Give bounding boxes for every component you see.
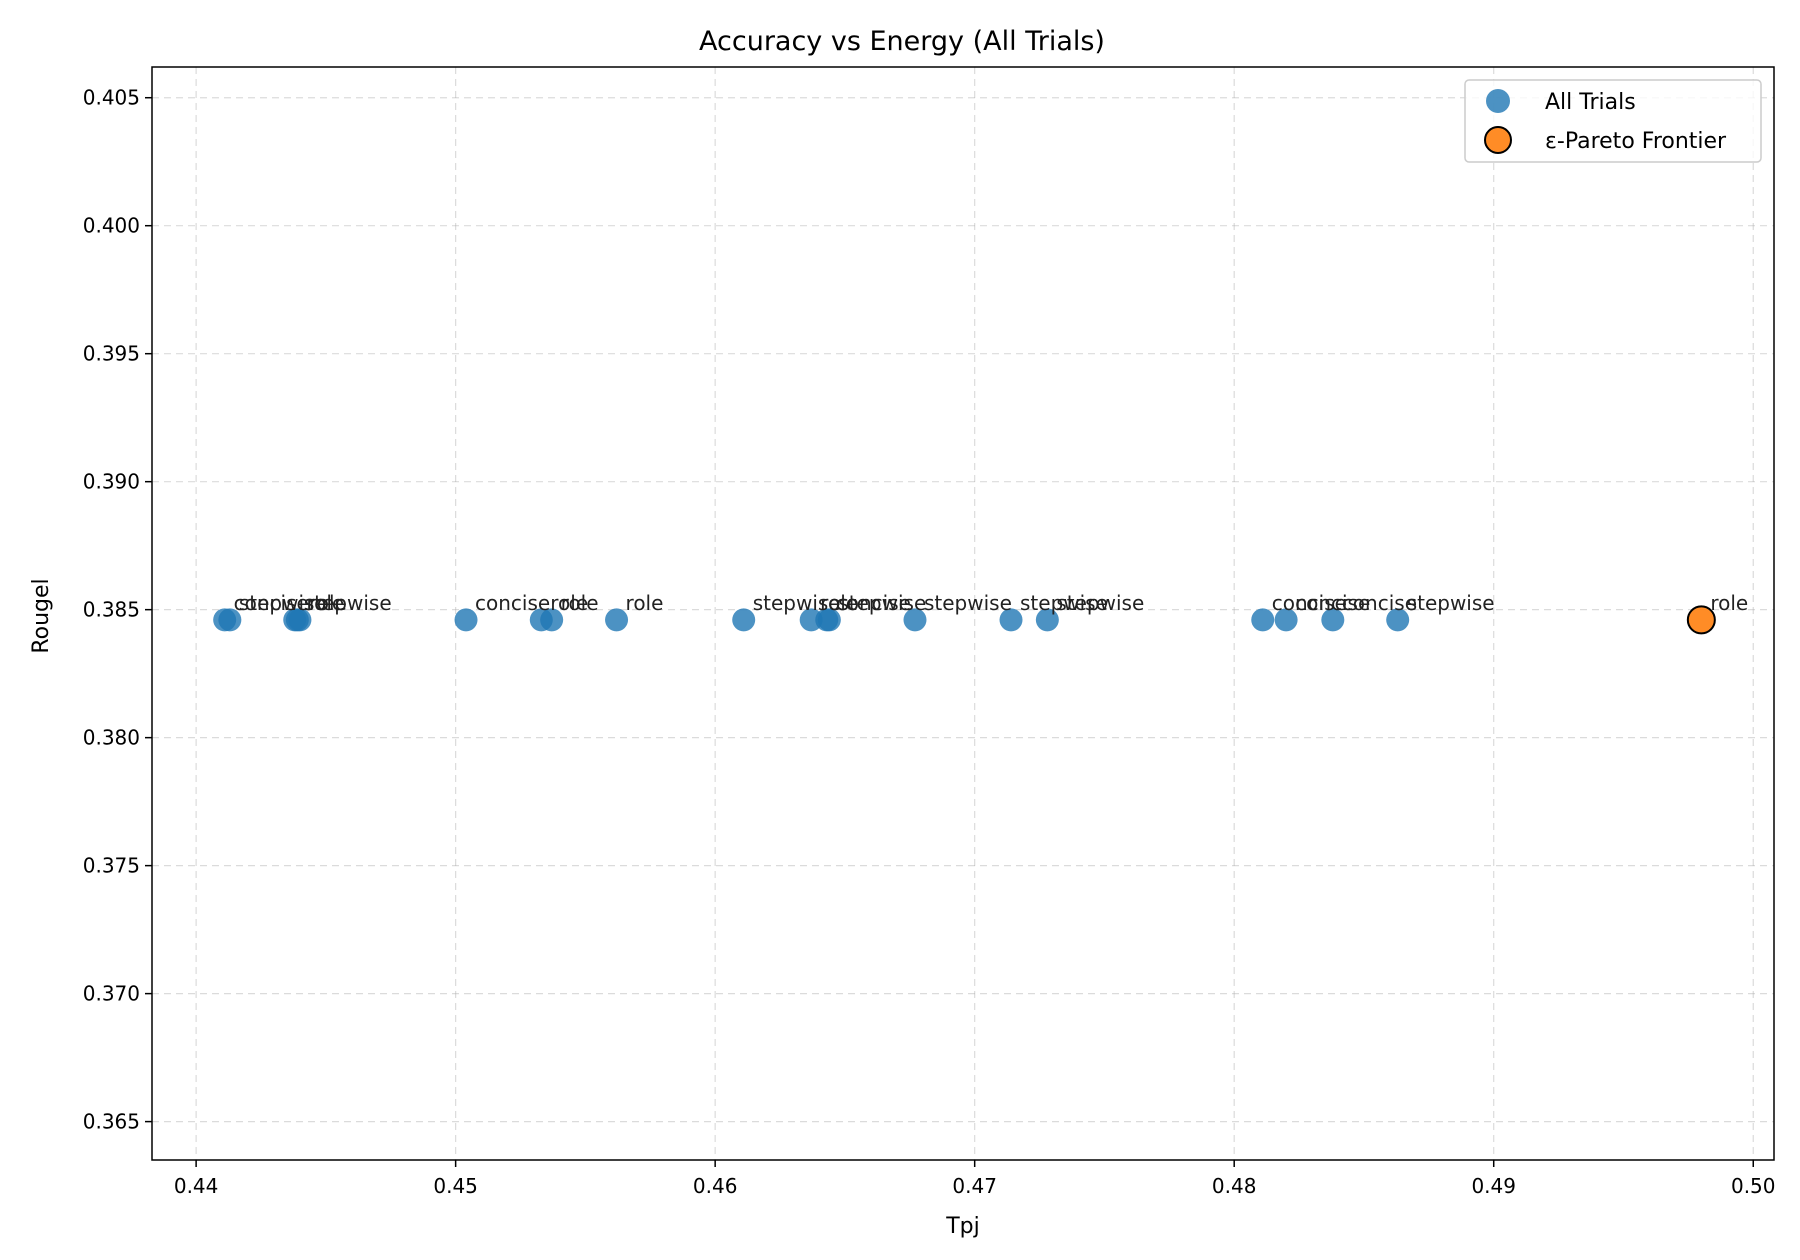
y-tick-label: 0.370 [83, 982, 140, 1006]
trial-point [1035, 608, 1059, 632]
trial-point [1386, 608, 1410, 632]
x-axis-label: Tpj [945, 1214, 980, 1239]
point-label: stepwise [924, 591, 1012, 615]
y-tick-label: 0.400 [83, 214, 140, 238]
x-tick-label: 0.44 [174, 1174, 219, 1198]
grid-lines [152, 67, 1774, 1160]
point-label: role [626, 591, 664, 615]
legend: All Trials ε-Pareto Frontier [1464, 79, 1762, 163]
legend-label-pareto: ε-Pareto Frontier [1545, 129, 1727, 154]
pareto-point [1686, 605, 1716, 635]
y-tick-label: 0.365 [83, 1110, 140, 1134]
point-label: role [550, 591, 588, 615]
trial-point [218, 608, 242, 632]
y-tick-label: 0.375 [83, 854, 140, 878]
trial-point [605, 608, 629, 632]
x-tick-label: 0.45 [433, 1174, 478, 1198]
y-tick-label: 0.380 [83, 726, 140, 750]
point-label: role [561, 591, 599, 615]
trial-point [1321, 608, 1345, 632]
x-tick-label: 0.50 [1731, 1174, 1776, 1198]
trial-point [817, 608, 841, 632]
trial-point [288, 608, 312, 632]
y-tick-label: 0.390 [83, 470, 140, 494]
point-label: concise [1295, 591, 1370, 615]
y-axis-label: Rougel [29, 578, 54, 653]
point-label: role [309, 591, 347, 615]
legend-label-all-trials: All Trials [1545, 90, 1636, 115]
point-label: stepwise [1407, 591, 1495, 615]
point-label: stepwise [753, 591, 841, 615]
point-label: role [1710, 591, 1748, 615]
plot-frame [151, 66, 1775, 1161]
axis-ticks: 0.44 0.45 0.46 0.47 0.48 0.49 0.50 0.365 0.370 0.… [83, 86, 1776, 1198]
x-tick-label: 0.48 [1212, 1174, 1257, 1198]
trial-point [1251, 608, 1275, 632]
data-points [213, 605, 1716, 635]
point-label: concise [836, 591, 911, 615]
point-label: role [306, 591, 344, 615]
y-tick-label: 0.405 [83, 86, 140, 110]
point-label: role [820, 591, 858, 615]
legend-marker-all-trials [1486, 89, 1510, 113]
y-tick-label: 0.395 [83, 342, 140, 366]
trial-point [540, 608, 564, 632]
point-label: stepwise [239, 591, 327, 615]
trial-point [454, 608, 478, 632]
point-label: concise [1272, 591, 1347, 615]
point-label: stepwise [1056, 591, 1144, 615]
legend-box [1464, 79, 1762, 163]
x-tick-label: 0.49 [1471, 1174, 1516, 1198]
trial-point [903, 608, 927, 632]
point-label: concise [1342, 591, 1417, 615]
trial-point [732, 608, 756, 632]
chart-title: Accuracy vs Energy (All Trials) [699, 26, 1105, 57]
point-label: stepwise [838, 591, 926, 615]
x-tick-label: 0.46 [693, 1174, 738, 1198]
point-label: concise [475, 591, 550, 615]
x-tick-label: 0.47 [952, 1174, 997, 1198]
trial-point [1274, 608, 1298, 632]
y-tick-label: 0.385 [83, 598, 140, 622]
legend-marker-pareto [1484, 126, 1512, 154]
point-label: stepwise [304, 591, 392, 615]
trial-point [999, 608, 1023, 632]
point-label: stepwise [1020, 591, 1108, 615]
point-label: concise [234, 591, 309, 615]
